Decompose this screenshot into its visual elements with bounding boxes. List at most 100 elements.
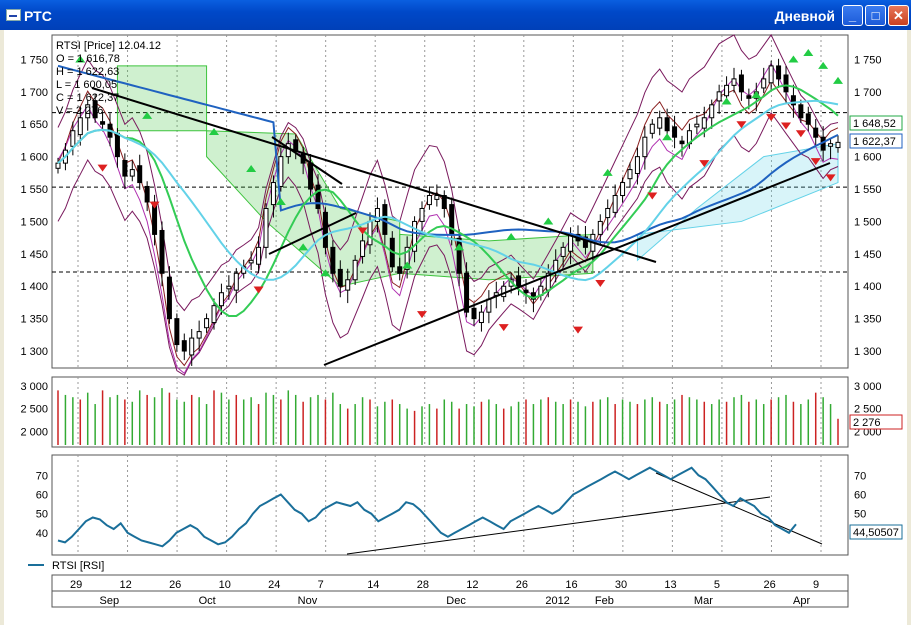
price-tick-right: 1 550 [854,184,882,196]
candle-body [523,289,529,294]
candle-body [612,195,618,213]
info-line-1: RTSI [Price] 12.04.12 [56,40,161,52]
candle-body [322,211,328,248]
value-tag-ma-box [849,115,903,131]
title-bar[interactable]: РТС Дневной _ □ ✕ [0,0,911,30]
down-arrow [736,121,747,129]
candle-body [55,162,61,169]
candle-body [293,139,299,151]
lower-band [57,111,839,376]
candle-body [360,240,366,257]
candle-body [478,311,484,324]
candle-body [724,84,730,97]
candle-body [367,220,373,246]
window-icon[interactable] [6,9,21,21]
ma-long [57,64,839,244]
candle-body [798,104,804,119]
ma-green [57,84,839,317]
down-arrow [781,122,791,130]
price-tick-right: 1 500 [854,216,882,228]
trend-line-3 [268,212,357,255]
minimize-button[interactable]: _ [842,5,863,26]
up-arrow [803,48,814,56]
candle-body [211,305,217,324]
up-arrow [402,261,413,269]
rsi-tick-right: 50 [854,509,866,521]
candle-body [144,185,150,203]
candle-body [634,156,640,174]
price-tick-left: 1 750 [20,54,48,66]
day-label: 24 [268,579,280,591]
candle-body [790,95,796,106]
candle-body [768,65,774,84]
up-arrow [142,111,153,119]
day-label: 26 [169,579,181,591]
up-arrow [751,91,762,99]
ohlc-info: RTSI [Price] 12.04.12 O = 1 616,78 H = 1… [56,40,161,117]
candle-body [560,246,566,257]
close-button[interactable]: ✕ [888,5,909,26]
candle-body [204,318,210,329]
price-tick-right: 1 600 [854,152,882,164]
period-label: Дневной [774,8,835,24]
candle-body [129,169,135,177]
info-line-5: C = 1 622,37 [56,92,119,104]
trend-lines [91,87,831,555]
info-line-2: O = 1 616,78 [56,53,120,65]
price-panel[interactable] [51,34,849,369]
candle-body [434,195,440,200]
price-tick-left: 1 500 [20,216,48,228]
month-label: 2012 [545,595,569,607]
candle-body [189,337,195,356]
candle-body [642,136,648,158]
price-tick-right: 1 750 [854,54,882,66]
candle-body [649,123,655,134]
month-label: Nov [298,595,318,607]
day-label: 13 [664,579,676,591]
candle-body [464,272,470,313]
up-arrow [506,232,517,240]
window-title: РТС [24,8,52,24]
volume-tick-right: 3 000 [854,381,882,393]
candle-body [805,113,811,125]
maximize-button[interactable]: □ [865,5,886,26]
day-label: 30 [615,579,627,591]
candle-body [196,331,202,339]
price-tick-right: 1 350 [854,314,882,326]
ma-cyan [57,99,839,282]
value-tag-close-box [849,133,903,149]
candle-body [330,246,336,274]
rsi-panel[interactable] [51,454,849,556]
candle-body [709,104,715,119]
value-tag-rsi: 44,50507 [853,527,899,539]
up-arrow [320,269,331,277]
up-arrow [298,243,309,251]
rsi-tick-left: 50 [36,509,48,521]
candle-body [270,182,276,206]
rsi-legend: RTSI [RSI] [52,560,104,572]
value-tag-volume-box [849,414,903,430]
up-arrow [275,198,286,205]
candle-body [374,207,380,222]
candle-body [657,117,663,129]
up-arrow [543,217,554,225]
info-line-3: H = 1 622,63 [56,66,119,78]
down-arrow [149,201,160,209]
volume-tick-left: 2 000 [20,426,48,438]
up-arrow [721,97,732,105]
trend-line-1 [91,87,657,263]
candle-body [679,140,685,145]
day-label: 16 [565,579,577,591]
candle-body [761,78,767,89]
candle-body [701,117,707,129]
signal-arrows [75,48,843,334]
day-label: 7 [318,579,324,591]
volume-panel[interactable] [51,376,849,448]
down-arrow [699,160,710,168]
candle-body [716,91,722,102]
candle-body [471,307,477,320]
trend-line-2 [323,162,831,366]
